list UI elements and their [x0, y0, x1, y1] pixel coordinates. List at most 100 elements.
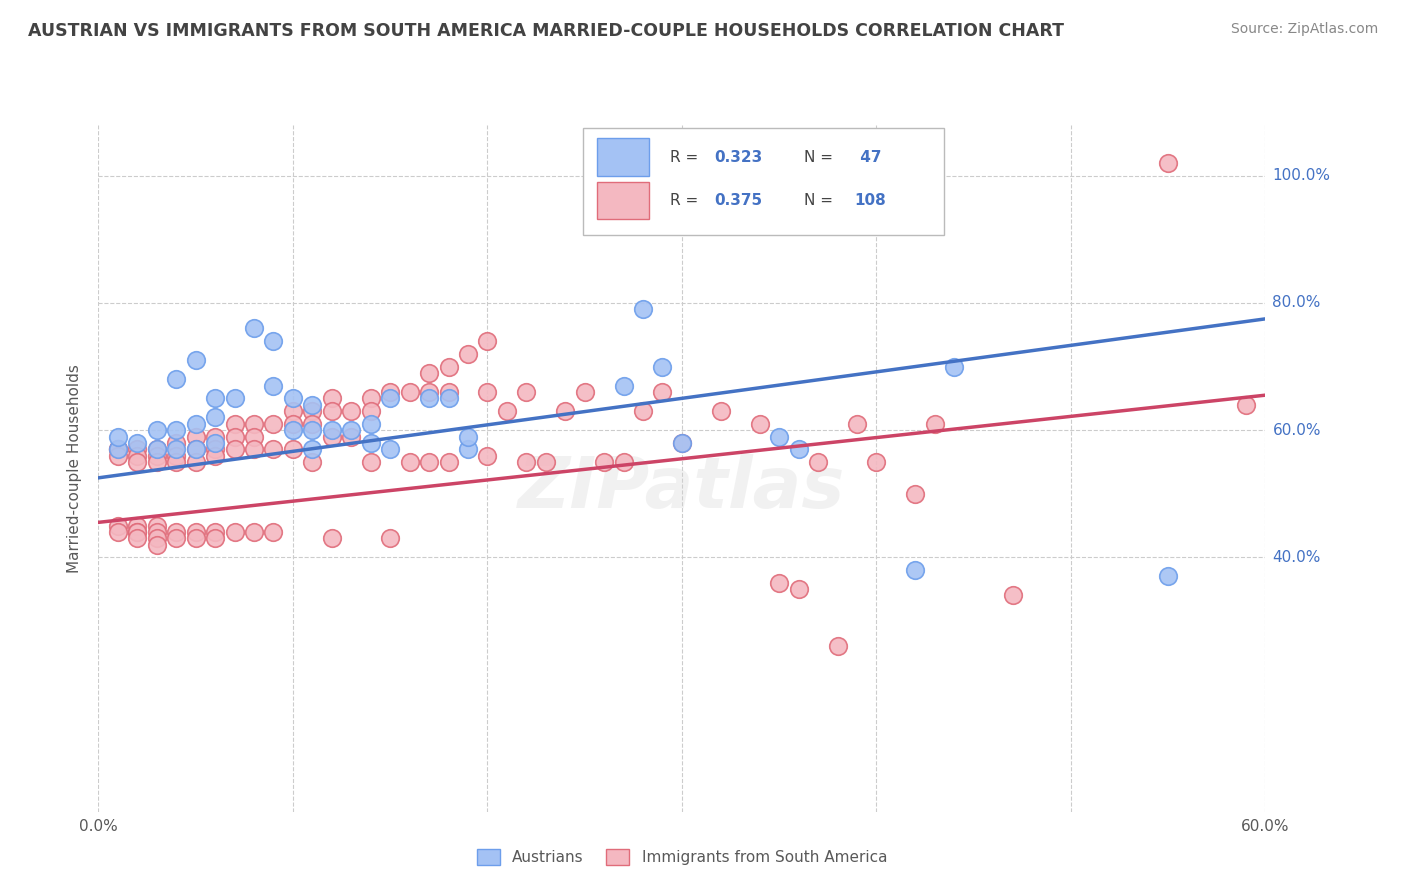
Point — [224, 524, 246, 539]
Point — [378, 531, 402, 545]
Point — [768, 429, 790, 443]
Point — [107, 442, 129, 457]
Text: 0.323: 0.323 — [714, 150, 763, 165]
Point — [631, 302, 654, 317]
Point — [360, 455, 382, 469]
Point — [301, 417, 323, 431]
Point — [281, 423, 304, 437]
Point — [378, 384, 402, 399]
Point — [184, 442, 207, 457]
Point — [495, 404, 517, 418]
Point — [165, 531, 187, 545]
Point — [437, 455, 460, 469]
Point — [184, 429, 207, 443]
Point — [340, 429, 363, 443]
Point — [204, 531, 226, 545]
Point — [224, 442, 246, 457]
Point — [321, 392, 343, 406]
Text: 60.0%: 60.0% — [1272, 423, 1320, 438]
Point — [845, 417, 868, 431]
Point — [107, 442, 129, 457]
Point — [340, 404, 363, 418]
Bar — [596, 182, 650, 219]
Point — [671, 435, 693, 450]
Point — [437, 359, 460, 374]
Point — [165, 449, 187, 463]
Point — [262, 442, 284, 457]
Point — [146, 538, 169, 552]
Legend: Austrians, Immigrants from South America: Austrians, Immigrants from South America — [470, 841, 894, 872]
Point — [165, 442, 187, 457]
Point — [146, 524, 169, 539]
Point — [787, 582, 810, 596]
Point — [127, 442, 149, 457]
Point — [515, 384, 537, 399]
Point — [301, 423, 323, 437]
Point — [146, 531, 169, 545]
Point — [631, 404, 654, 418]
Point — [281, 417, 304, 431]
Point — [204, 449, 226, 463]
Point — [224, 417, 246, 431]
Point — [612, 455, 634, 469]
Text: 80.0%: 80.0% — [1272, 295, 1320, 310]
Point — [321, 429, 343, 443]
Point — [204, 392, 226, 406]
Point — [301, 455, 323, 469]
Point — [378, 442, 402, 457]
Point — [321, 404, 343, 418]
Point — [943, 359, 966, 374]
Point — [554, 404, 576, 418]
Point — [184, 353, 207, 368]
Point — [418, 455, 440, 469]
Text: 40.0%: 40.0% — [1272, 549, 1320, 565]
Text: Source: ZipAtlas.com: Source: ZipAtlas.com — [1230, 22, 1378, 37]
Point — [204, 524, 226, 539]
Point — [1234, 398, 1257, 412]
Point — [281, 404, 304, 418]
Point — [301, 398, 323, 412]
Point — [865, 455, 887, 469]
Point — [904, 563, 927, 577]
Point — [146, 442, 169, 457]
Point — [127, 435, 149, 450]
Point — [378, 392, 402, 406]
Point — [593, 455, 616, 469]
Point — [827, 640, 849, 654]
Point — [321, 531, 343, 545]
Point — [146, 518, 169, 533]
Point — [904, 487, 927, 501]
Point — [243, 321, 266, 335]
Point — [165, 423, 187, 437]
Point — [224, 392, 246, 406]
Point — [107, 442, 129, 457]
Point — [574, 384, 596, 399]
Point — [281, 392, 304, 406]
Text: 0.375: 0.375 — [714, 193, 762, 208]
Point — [437, 392, 460, 406]
Point — [1157, 156, 1180, 170]
Point — [127, 524, 149, 539]
Point — [165, 372, 187, 386]
Point — [165, 455, 187, 469]
Bar — [596, 138, 650, 176]
Point — [768, 575, 790, 590]
Point — [243, 524, 266, 539]
Point — [184, 455, 207, 469]
Point — [107, 524, 129, 539]
Point — [127, 455, 149, 469]
Point — [262, 417, 284, 431]
Point — [224, 429, 246, 443]
Point — [398, 455, 420, 469]
Point — [612, 378, 634, 392]
Point — [477, 334, 499, 348]
Point — [127, 531, 149, 545]
Point — [457, 442, 479, 457]
Point — [204, 429, 226, 443]
Text: N =: N = — [804, 193, 838, 208]
Point — [146, 455, 169, 469]
Point — [924, 417, 946, 431]
Point — [418, 392, 440, 406]
Point — [1157, 569, 1180, 583]
Point — [243, 429, 266, 443]
